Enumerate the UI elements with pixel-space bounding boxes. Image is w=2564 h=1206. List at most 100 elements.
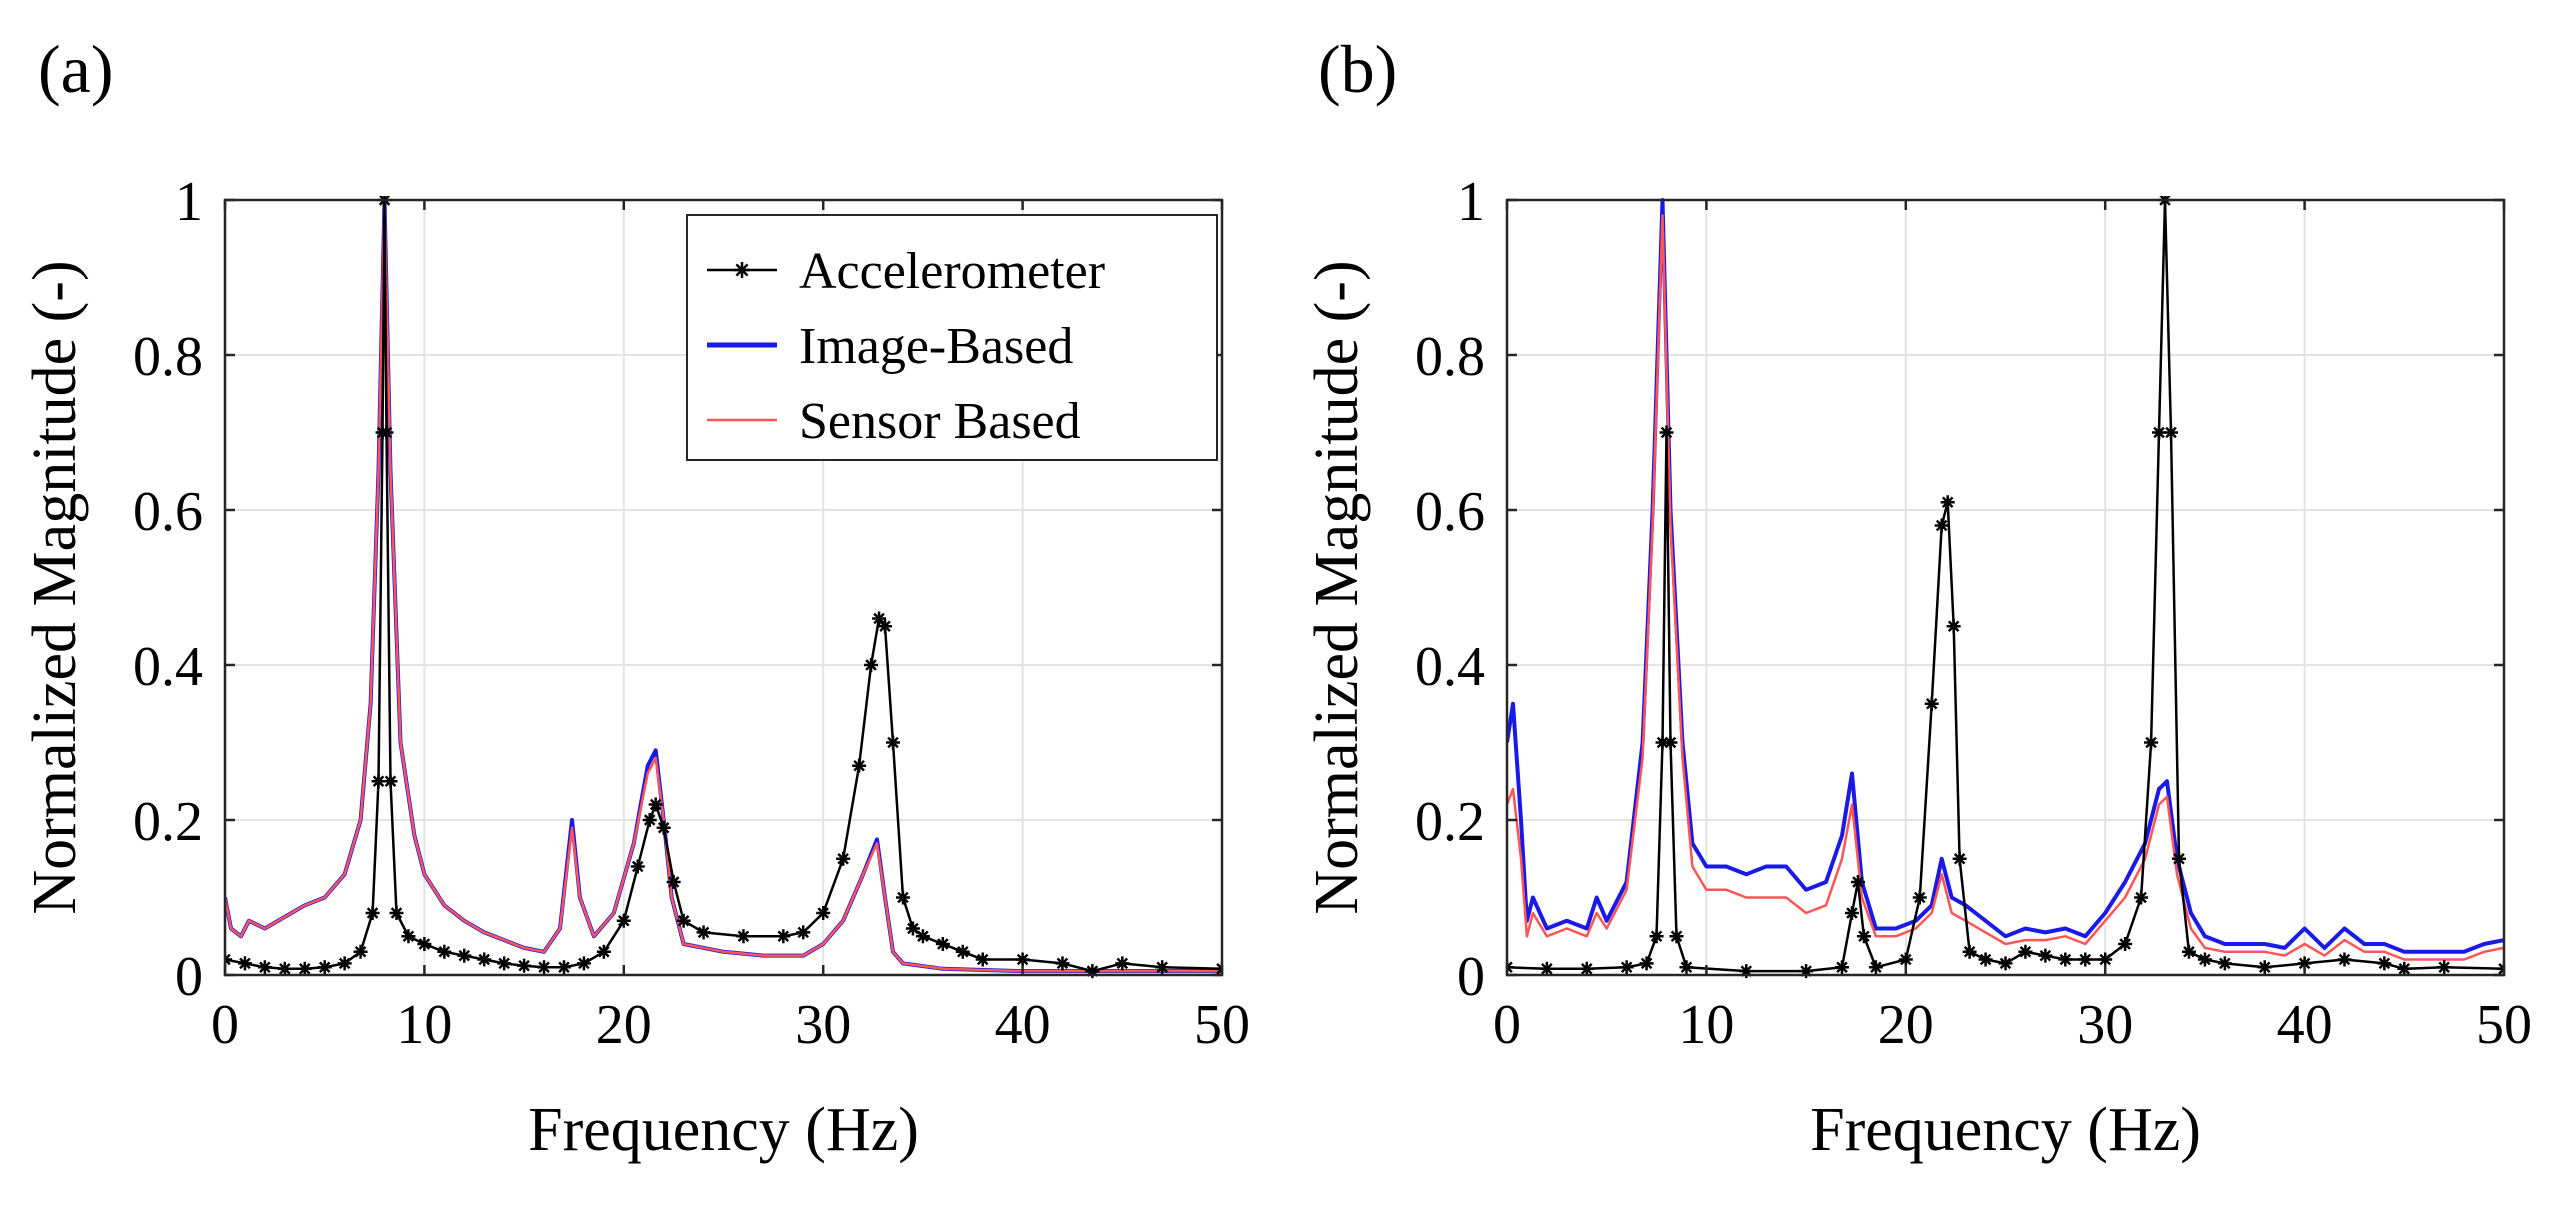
p0-legend: Accelerometer Image-Based Sensor Based: [686, 214, 1218, 461]
p0-accelerometer-point-20-d2: [498, 957, 510, 970]
p1-ytick-label-4: 0.8: [1415, 326, 1485, 388]
p0-accelerometer-point-6-d2: [338, 957, 351, 970]
p0-accelerometer-point-17: [437, 944, 452, 959]
p1-accelerometer-point-30-d2: [2059, 953, 2072, 966]
p1-accelerometer-point-7-d2: [1660, 426, 1673, 439]
p0-accelerometer-point-22: [537, 960, 552, 975]
p1-accelerometer-point-24: [1952, 851, 1967, 866]
p1-accelerometer-point-38-d2: [2165, 426, 2177, 439]
p0-accelerometer-point-21: [517, 958, 532, 973]
p0-accelerometer-point-16: [417, 937, 432, 951]
p0-accelerometer-point-27-d2: [631, 860, 644, 873]
p0-accelerometer-point-2: [257, 960, 272, 975]
p1-accelerometer-point-0: [1507, 960, 1514, 975]
p0-accelerometer-point-50-d2: [1016, 953, 1029, 966]
p1-accelerometer-point-29-d2: [2039, 949, 2052, 962]
p0-accelerometer-point-14: [389, 906, 404, 920]
p1-accelerometer-point-20: [1924, 696, 1939, 711]
p0-accelerometer-point-26-d2: [618, 914, 630, 927]
p0-accelerometer-point-55-d2: [1216, 967, 1222, 975]
p1-xtick-label-2: 20: [1878, 994, 1934, 1056]
p0-ytick-label-3: 0.6: [133, 481, 203, 543]
p0-accelerometer-point-15-d2: [402, 930, 415, 943]
p0-accelerometer-point-8: [365, 906, 380, 920]
p1-accelerometer-point-24-d2: [1953, 852, 1966, 865]
p0-accelerometer-point-35: [776, 929, 791, 944]
p1-accelerometer-point-47: [2397, 961, 2412, 976]
p1-accelerometer-point-31: [2078, 952, 2093, 967]
p1-accelerometer-point-0-d2: [1507, 961, 1513, 970]
p1-accelerometer-point-43: [2257, 960, 2272, 975]
p1-accelerometer-point-15-d2: [1852, 876, 1864, 888]
p1-accelerometer-point-0-d1: [1507, 965, 1513, 974]
p1-accelerometer-point-2-d2: [1580, 963, 1593, 975]
p1-accelerometer-point-48-d2: [2438, 961, 2450, 974]
p0-accelerometer-point-12-d2: [380, 426, 393, 439]
p0-accelerometer-point-28-d2: [643, 814, 656, 826]
p0-accelerometer-point-32-d2: [677, 914, 690, 927]
p0-accelerometer-point-5-d2: [318, 961, 331, 974]
p1-accelerometer-point-22: [1940, 495, 1955, 510]
p0-ytick-label-2: 0.4: [133, 636, 203, 698]
p1-accelerometer-point-5-d2: [1650, 930, 1663, 943]
p0-xtick-label-5: 50: [1194, 994, 1250, 1056]
p1-xtick-label-1: 10: [1678, 994, 1734, 1056]
p0-accelerometer-point-7-d2: [354, 945, 367, 958]
p0-accelerometer-point-38-d2: [837, 852, 849, 865]
p0-accelerometer-point-16-d2: [418, 938, 431, 950]
p0-accelerometer-point-32: [676, 913, 691, 928]
p1-accelerometer-point-42-d2: [2219, 957, 2231, 970]
p1-accelerometer-point-3-d2: [1620, 961, 1633, 974]
p1-accelerometer-point-9-d2: [1670, 930, 1683, 943]
p1-x-axis-label: Frequency (Hz): [1810, 1096, 2201, 1164]
p1-accelerometer-point-44-d2: [2298, 957, 2311, 970]
p1-accelerometer-point-8-d2: [1664, 736, 1677, 749]
p0-accelerometer-point-54: [1155, 960, 1170, 975]
p0-accelerometer-point-3: [277, 961, 292, 976]
p0-accelerometer-point-45: [905, 921, 920, 936]
p0-accelerometer-point-33-d2: [697, 926, 710, 939]
p0-accelerometer-point-31-d2: [667, 876, 680, 888]
p0-xtick-label-0: 0: [211, 994, 239, 1056]
p1-accelerometer-point-19: [1912, 890, 1927, 905]
p1-accelerometer-point-36: [2152, 425, 2167, 440]
p0-accelerometer-point-46-d2: [917, 930, 929, 943]
p0-accelerometer-point-40-d2: [865, 659, 877, 671]
p0-accelerometer-point-50: [1015, 952, 1030, 967]
p0-accelerometer-point-24-d2: [578, 957, 590, 970]
p1-accelerometer-point-14: [1844, 906, 1859, 920]
p0-accelerometer-point-42-d2: [879, 620, 891, 633]
p0-accelerometer-point-0-d2: [225, 953, 231, 962]
p0-accelerometer-point-46: [915, 929, 930, 944]
p0-accelerometer-point-49: [975, 952, 990, 967]
p0-accelerometer-point-34: [736, 929, 751, 944]
p1-accelerometer-point-49: [2497, 961, 2504, 976]
p0-accelerometer-point-48: [955, 944, 970, 959]
panel-label-a: (a): [38, 31, 113, 107]
p0-accelerometer-point-29: [648, 797, 663, 812]
p0-accelerometer-point-4-d2: [298, 963, 311, 975]
p1-accelerometer-point-5: [1649, 929, 1664, 944]
p0-accelerometer-point-13: [383, 774, 398, 789]
p0-xtick-label-1: 10: [396, 994, 452, 1056]
p0-accelerometer-point-43: [885, 735, 900, 750]
p0-accelerometer-point-7: [353, 944, 368, 959]
p1-accelerometer-point-40: [2181, 944, 2196, 959]
p1-accelerometer-point-15: [1850, 875, 1865, 889]
p1-accelerometer-point-39-d2: [2173, 852, 2185, 865]
p1-accelerometer-point-32: [2098, 952, 2113, 967]
p1-accelerometer-point-13: [1834, 960, 1849, 975]
p1-accelerometer-point-46: [2377, 956, 2392, 971]
p1-accelerometer-point-35: [2144, 735, 2159, 750]
p1-y-axis-label: Normalized Magnitude (-): [1303, 260, 1371, 914]
p0-accelerometer-point-19: [477, 952, 492, 967]
p1-ytick-label-2: 0.4: [1415, 636, 1485, 698]
p0-accelerometer-point-41-d2: [873, 612, 885, 625]
p0-accelerometer-point-0-d1: [225, 957, 231, 966]
p1-accelerometer-point-29: [2038, 948, 2053, 963]
p0-accelerometer-point-33: [696, 925, 711, 940]
p0-accelerometer-point-18: [457, 948, 472, 963]
p1-accelerometer-point-7: [1659, 425, 1674, 440]
p1-accelerometer-point-21-d2: [1935, 519, 1948, 532]
panel-label-b: (b): [1318, 31, 1397, 107]
